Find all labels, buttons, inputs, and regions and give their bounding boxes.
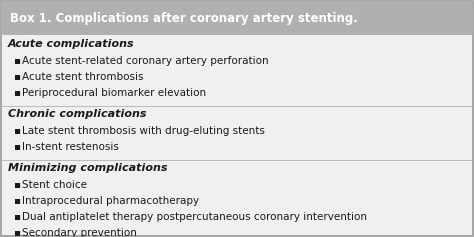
Text: Acute stent-related coronary artery perforation: Acute stent-related coronary artery perf… (22, 56, 269, 66)
Text: Late stent thrombosis with drug-eluting stents: Late stent thrombosis with drug-eluting … (22, 126, 265, 136)
Text: Minimizing complications: Minimizing complications (8, 163, 167, 173)
Text: ▪: ▪ (14, 228, 27, 237)
Text: ▪: ▪ (14, 126, 27, 136)
Text: In-stent restenosis: In-stent restenosis (22, 142, 119, 152)
Bar (2, 160, 472, 161)
Text: ▪: ▪ (14, 196, 27, 206)
Text: ▪: ▪ (14, 142, 27, 152)
Text: Periprocedural biomarker elevation: Periprocedural biomarker elevation (22, 88, 206, 98)
Text: Stent choice: Stent choice (22, 180, 87, 190)
Text: Intraprocedural pharmacotherapy: Intraprocedural pharmacotherapy (22, 196, 199, 206)
Text: Secondary prevention: Secondary prevention (22, 228, 137, 237)
Text: Chronic complications: Chronic complications (8, 109, 146, 119)
Text: ▪: ▪ (14, 56, 27, 66)
Text: Acute stent thrombosis: Acute stent thrombosis (22, 72, 144, 82)
Text: Acute complications: Acute complications (8, 39, 135, 49)
Text: Dual antiplatelet therapy postpercutaneous coronary intervention: Dual antiplatelet therapy postpercutaneo… (22, 212, 367, 222)
Bar (1, 1, 473, 35)
Text: Box 1. Complications after coronary artery stenting.: Box 1. Complications after coronary arte… (10, 12, 358, 24)
Text: ▪: ▪ (14, 212, 27, 222)
Text: ▪: ▪ (14, 88, 27, 98)
Text: ▪: ▪ (14, 72, 27, 82)
Text: ▪: ▪ (14, 180, 27, 190)
Bar (2, 106, 472, 107)
